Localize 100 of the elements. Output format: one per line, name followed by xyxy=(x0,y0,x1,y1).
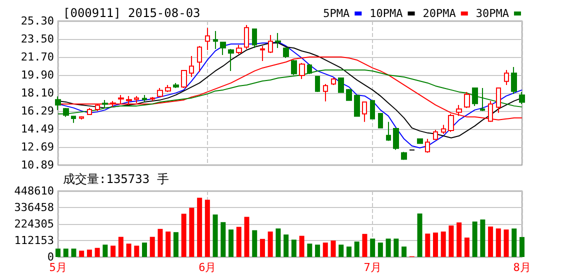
x-tick-label: 5月 xyxy=(49,261,67,274)
bar xyxy=(512,228,517,257)
bar xyxy=(307,244,312,257)
candlestick xyxy=(181,69,187,88)
candlestick xyxy=(275,32,281,48)
bar xyxy=(448,226,454,257)
bar xyxy=(284,234,289,257)
candlestick xyxy=(126,95,132,106)
candlestick xyxy=(299,62,305,80)
bar xyxy=(402,246,407,257)
y-tick-label: 14.49 xyxy=(20,122,54,136)
candlestick xyxy=(244,24,249,50)
candlestick xyxy=(142,94,147,102)
candlestick xyxy=(354,94,360,117)
bar xyxy=(260,238,265,257)
y-tick-label: 448610 xyxy=(14,184,54,198)
bar xyxy=(189,208,194,257)
bar xyxy=(370,238,376,257)
y-tick-label: 336458 xyxy=(14,201,54,214)
bar xyxy=(354,242,360,257)
candlestick xyxy=(205,27,210,50)
bar xyxy=(204,200,210,257)
candlestick xyxy=(79,116,84,120)
candlestick xyxy=(346,88,352,101)
bar xyxy=(496,228,501,257)
bar xyxy=(322,242,328,257)
bar xyxy=(102,244,108,257)
candlestick xyxy=(370,100,375,120)
bar xyxy=(362,234,368,257)
bar xyxy=(417,213,422,257)
chart-title: [000911] 2015-08-03 xyxy=(63,6,200,20)
bar xyxy=(134,246,140,257)
bar xyxy=(440,232,446,257)
bar xyxy=(268,232,273,257)
y-tick-label: 112153 xyxy=(14,234,54,247)
bar xyxy=(56,248,60,257)
candlestick xyxy=(393,128,399,150)
bar xyxy=(173,232,178,257)
bar xyxy=(299,236,304,257)
bar xyxy=(386,238,391,257)
bar xyxy=(63,248,68,257)
candlestick xyxy=(386,121,391,142)
y-tick-label: 19.90 xyxy=(20,68,54,82)
legend-label: 30PMA xyxy=(476,7,510,20)
bar xyxy=(488,226,494,257)
candlestick xyxy=(417,138,423,144)
candlestick xyxy=(331,77,336,86)
candlestick xyxy=(252,28,257,48)
bar xyxy=(338,244,344,257)
y-tick-label: 10.89 xyxy=(20,158,54,172)
bar xyxy=(118,236,124,257)
x-tick-label: 8月 xyxy=(513,261,531,274)
candlestick xyxy=(134,95,139,104)
bar xyxy=(504,229,509,257)
bar xyxy=(94,248,100,257)
candlestick xyxy=(165,84,171,92)
bar xyxy=(464,238,470,257)
candlestick xyxy=(441,124,446,134)
candlestick xyxy=(283,47,289,58)
candlestick xyxy=(472,87,478,106)
bar xyxy=(142,242,148,257)
x-tick-label: 6月 xyxy=(198,261,216,274)
bar xyxy=(220,222,226,257)
bar xyxy=(86,250,92,257)
y-tick-label: 12.69 xyxy=(20,140,54,154)
candlestick xyxy=(378,113,383,128)
bar xyxy=(394,238,399,257)
x-tick-label: 7月 xyxy=(364,261,382,274)
bar xyxy=(71,248,76,257)
bar xyxy=(126,244,132,257)
candlestick xyxy=(95,103,100,112)
bar xyxy=(150,236,155,257)
candlestick xyxy=(511,66,517,94)
candlestick xyxy=(268,34,273,54)
bar xyxy=(197,198,202,257)
bar xyxy=(330,240,336,257)
bar xyxy=(236,226,242,257)
candlestick xyxy=(157,87,163,98)
bar xyxy=(212,214,218,257)
bar xyxy=(291,240,296,257)
candlestick xyxy=(189,55,194,78)
y-tick-label: 18.10 xyxy=(20,86,54,100)
bar xyxy=(181,214,186,257)
candlestick xyxy=(228,48,234,72)
y-tick-label: 21.70 xyxy=(20,50,54,64)
y-tick-label: 25.30 xyxy=(20,14,54,28)
candlestick xyxy=(480,87,485,112)
candlestick xyxy=(55,96,61,110)
candlestick xyxy=(220,41,226,56)
bar xyxy=(480,219,486,257)
bar xyxy=(276,228,281,257)
candlestick xyxy=(433,129,438,140)
candlestick xyxy=(504,69,509,86)
candlestick xyxy=(401,151,407,160)
legend-label: 20PMA xyxy=(422,7,456,20)
candlestick xyxy=(150,96,155,102)
y-tick-label: 16.29 xyxy=(20,104,54,118)
candlestick xyxy=(425,138,430,154)
y-tick-label: 224305 xyxy=(14,218,54,230)
candlestick xyxy=(496,87,501,114)
